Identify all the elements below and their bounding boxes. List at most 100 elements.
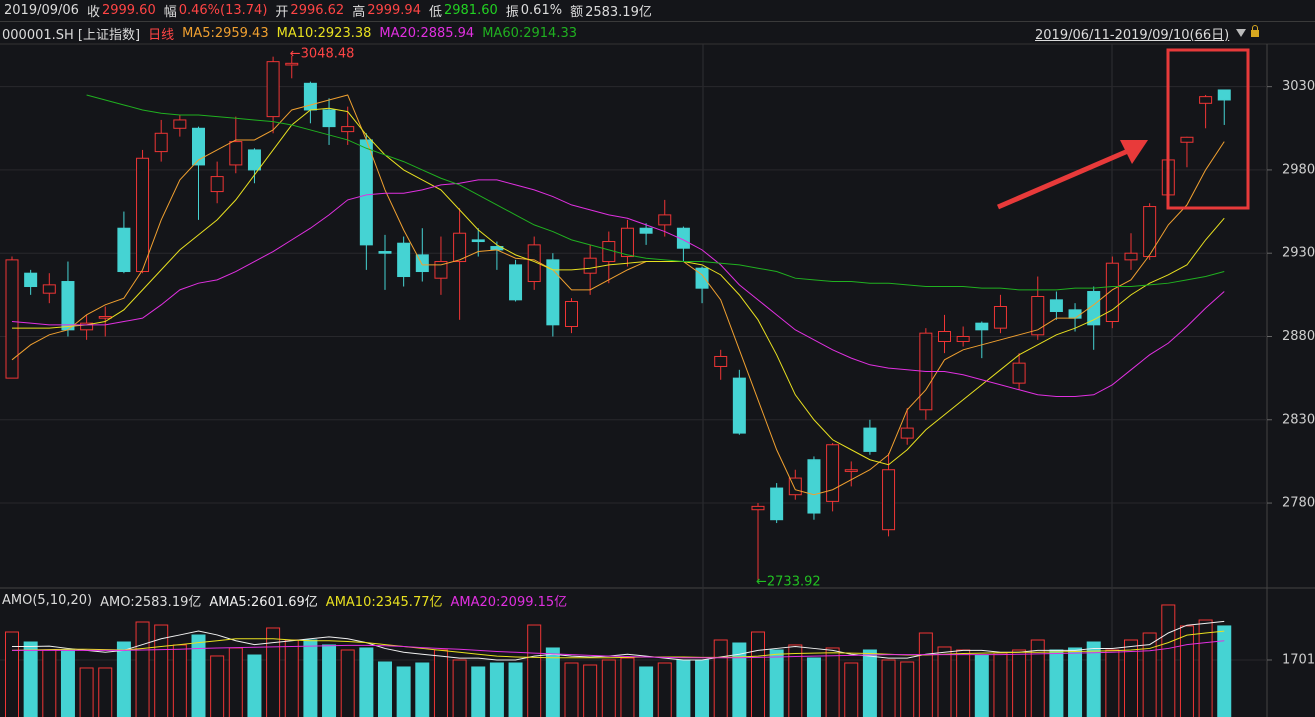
volume-bar xyxy=(284,639,299,717)
volume-bar xyxy=(881,659,896,717)
candle-body xyxy=(807,459,821,514)
candle-body xyxy=(565,301,578,327)
candle-body xyxy=(154,132,168,153)
volume-bar xyxy=(60,649,75,717)
candle-body xyxy=(676,227,690,249)
volume-bar xyxy=(42,649,57,717)
candle-body xyxy=(453,232,467,263)
volume-bar xyxy=(1161,604,1176,717)
candle-body xyxy=(546,259,560,326)
candle-body xyxy=(359,139,373,246)
ama-legend: AMA5:2601.69亿 xyxy=(209,594,318,610)
candle-body xyxy=(956,335,970,342)
volume-bar xyxy=(1179,625,1194,717)
volume-bar xyxy=(266,627,281,717)
volume-bar xyxy=(769,649,784,717)
candle-body xyxy=(322,109,336,128)
volume-bar xyxy=(956,649,971,717)
ma-line xyxy=(11,94,1225,496)
highlight-arrow-head xyxy=(1120,140,1148,164)
volume-bar xyxy=(527,624,542,717)
candle-body xyxy=(117,227,131,273)
candle-body xyxy=(770,487,784,521)
date: 2019/09/06 xyxy=(4,3,79,18)
lock-icon-shackle xyxy=(1252,25,1258,30)
quote-value: 0.46%(13.74) xyxy=(178,3,268,18)
highlight-box xyxy=(1166,48,1250,210)
volume-bar xyxy=(601,659,616,717)
y-tick-label: 2880 xyxy=(1282,329,1315,344)
quote-label: 收 xyxy=(86,5,100,20)
candle-body xyxy=(24,272,38,288)
y-tick-label: 2780 xyxy=(1282,496,1315,511)
volume-bar xyxy=(1068,647,1083,717)
y-tick-label: 2980 xyxy=(1282,162,1315,177)
volume-bar xyxy=(564,662,579,717)
candle-body xyxy=(1143,206,1157,258)
candle-body xyxy=(695,267,709,289)
indicator-legend: 000001.SH [上证指数] 日线 MA5:2959.43 MA10:2923… xyxy=(0,23,577,43)
candle-body xyxy=(602,241,616,263)
candle-body xyxy=(173,119,187,129)
volume-bar xyxy=(1086,641,1101,717)
candle-body xyxy=(844,469,858,472)
dropdown-icon[interactable] xyxy=(1236,29,1246,37)
ma-legend: MA20:2885.94 xyxy=(379,25,475,41)
volume-bar xyxy=(378,661,392,717)
candle-body xyxy=(136,157,150,273)
volume-bar xyxy=(210,655,225,717)
candle-body xyxy=(1105,262,1119,322)
volume-bar xyxy=(191,634,206,717)
volume-bar xyxy=(1012,649,1027,717)
volume-bar xyxy=(23,641,38,717)
quote-label: 振 xyxy=(505,5,519,20)
volume-bar xyxy=(806,657,821,717)
date-range[interactable]: 2019/06/11-2019/09/10(66日) xyxy=(1035,27,1230,43)
quote-label: 高 xyxy=(352,5,366,20)
volume-bar xyxy=(583,664,598,717)
candle-body xyxy=(1124,252,1138,261)
volume-bar xyxy=(135,621,150,717)
volume-bar xyxy=(303,639,318,717)
y-tick-label: 3030 xyxy=(1282,79,1315,94)
quote-value: 2996.62 xyxy=(290,3,345,18)
volume-bar xyxy=(862,649,877,717)
candle-body xyxy=(900,427,914,439)
lock-icon[interactable] xyxy=(1251,30,1259,37)
candle-body xyxy=(1087,291,1101,326)
volume-bar xyxy=(676,659,691,717)
volume-bar xyxy=(974,654,989,717)
volume-bar xyxy=(844,662,859,717)
candle-body xyxy=(1031,296,1045,336)
ma-legend: MA10:2923.38 xyxy=(276,25,372,41)
candle-body xyxy=(1199,96,1213,104)
candle-body xyxy=(247,149,261,171)
volume-bar xyxy=(732,642,747,717)
volume-bar xyxy=(1217,625,1232,717)
volume-bar xyxy=(340,649,355,717)
volume-indicator: AMO(5,10,20) xyxy=(2,592,93,608)
ma-legend: MA5:2959.43 xyxy=(182,25,269,41)
candle-body xyxy=(938,330,951,342)
volume-bar xyxy=(1142,632,1157,717)
candle-body xyxy=(378,251,392,254)
volume-bar xyxy=(751,631,765,717)
quote-label: 额 xyxy=(570,5,584,20)
low-annotation: ←2733.92 xyxy=(756,574,821,589)
candle-body xyxy=(658,214,672,226)
volume-bar xyxy=(825,647,840,717)
candle-body xyxy=(1049,299,1063,313)
ma-line xyxy=(86,94,1225,291)
volume-bar xyxy=(172,644,187,717)
volume-bar xyxy=(993,652,1008,717)
ama-legend: AMA20:2099.15亿 xyxy=(450,594,568,610)
volume-bar xyxy=(433,649,448,717)
high-annotation: ←3048.48 xyxy=(290,46,355,61)
ama-line xyxy=(12,640,1225,659)
volume-bar xyxy=(788,644,803,717)
candle-body xyxy=(863,427,877,452)
volume-bar xyxy=(79,667,94,717)
candle-body xyxy=(993,306,1007,329)
